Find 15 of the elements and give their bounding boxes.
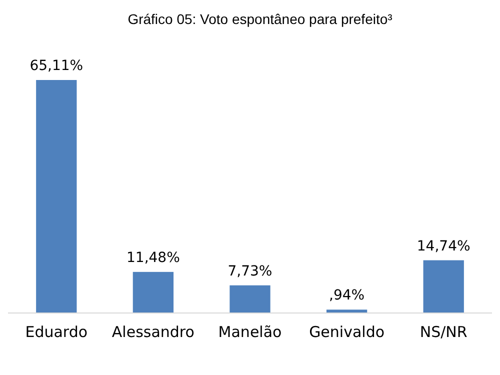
x-tick-label: Alessandro: [112, 323, 194, 341]
data-label: 7,73%: [228, 263, 272, 280]
x-tick-label: Manelão: [218, 323, 282, 341]
chart-title: Gráfico 05: Voto espontâneo para prefeito³: [128, 11, 393, 27]
x-tick-label: Genivaldo: [309, 323, 385, 341]
data-label: 11,48%: [126, 250, 180, 266]
data-label: ,94%: [329, 288, 365, 304]
x-tick-label: Eduardo: [25, 323, 88, 341]
bar: [132, 272, 174, 313]
x-tick-label: NS/NR: [420, 323, 468, 341]
bar: [230, 285, 270, 313]
bar: [423, 260, 464, 313]
data-label: 65,11%: [30, 58, 84, 74]
data-label: 14,74%: [416, 238, 470, 254]
bar: [36, 80, 77, 313]
